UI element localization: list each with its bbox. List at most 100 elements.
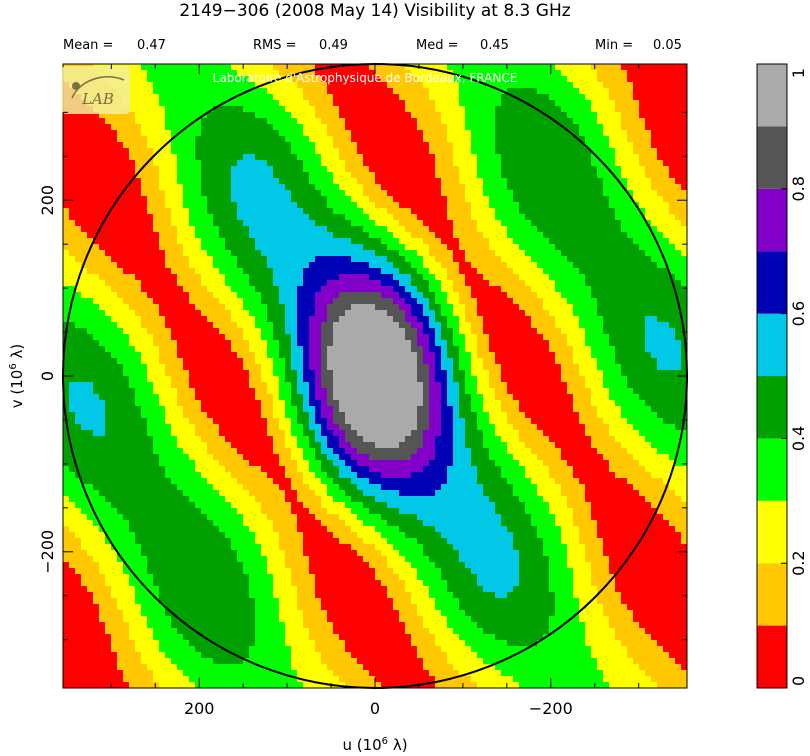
heat-cell (69, 490, 76, 497)
heat-cell (339, 364, 346, 371)
heat-cell (339, 466, 346, 473)
heat-cell (99, 166, 106, 173)
heat-cell (315, 118, 322, 125)
heat-cell (315, 142, 322, 149)
heat-cell (237, 676, 244, 683)
heat-cell (93, 592, 100, 599)
heat-cell (177, 454, 184, 461)
heat-cell (213, 610, 220, 617)
heat-cell (141, 580, 148, 587)
heat-cell (225, 664, 232, 671)
heat-cell (201, 598, 208, 605)
heat-cell (123, 178, 130, 185)
heat-cell (63, 268, 70, 275)
heat-cell (213, 196, 220, 203)
heat-cell (111, 412, 118, 419)
heat-cell (165, 250, 172, 257)
heat-cell (345, 202, 352, 209)
heat-cell (189, 376, 196, 383)
heat-cell (135, 484, 142, 491)
heat-cell (123, 232, 130, 239)
heat-cell (207, 424, 214, 431)
heat-cell (147, 316, 154, 323)
heat-cell (315, 424, 322, 431)
heat-cell (159, 532, 166, 539)
heat-cell (129, 370, 136, 377)
heat-cell (75, 280, 82, 287)
heat-cell (225, 190, 232, 197)
heat-cell (333, 262, 340, 269)
heat-cell (261, 274, 268, 281)
heat-cell (327, 580, 334, 587)
heat-cell (285, 370, 292, 377)
heat-cell (111, 238, 118, 245)
heat-cell (249, 454, 256, 461)
heat-cell (69, 232, 76, 239)
heat-cell (321, 466, 328, 473)
heat-cell (75, 556, 82, 563)
heat-cell (321, 550, 328, 557)
heat-cell (261, 160, 268, 167)
heat-cell (75, 130, 82, 137)
heat-cell (69, 226, 76, 233)
heat-cell (213, 640, 220, 647)
heat-cell (333, 130, 340, 137)
heat-cell (219, 442, 226, 449)
heat-cell (219, 556, 226, 563)
heat-cell (243, 106, 250, 113)
heat-cell (171, 634, 178, 641)
heat-cell (225, 340, 232, 347)
heat-cell (87, 346, 94, 353)
heat-cell (99, 310, 106, 317)
heat-cell (153, 250, 160, 257)
heat-cell (171, 676, 178, 683)
heat-cell (63, 340, 70, 347)
heat-cell (249, 76, 256, 83)
heat-cell (231, 154, 238, 161)
heat-cell (339, 238, 346, 245)
heat-cell (267, 322, 274, 329)
heat-cell (231, 280, 238, 287)
heat-cell (327, 478, 334, 485)
heat-cell (69, 274, 76, 281)
heat-cell (345, 550, 352, 557)
heat-cell (81, 358, 88, 365)
heat-cell (165, 256, 172, 263)
heat-cell (243, 130, 250, 137)
heat-cell (261, 460, 268, 467)
heat-cell (183, 310, 190, 317)
heat-cell (117, 316, 124, 323)
heat-cell (165, 244, 172, 251)
heat-cell (225, 586, 232, 593)
heat-cell (297, 550, 304, 557)
heat-cell (165, 238, 172, 245)
heat-cell (171, 556, 178, 563)
heat-cell (309, 178, 316, 185)
heat-cell (279, 652, 286, 659)
heat-cell (63, 604, 70, 611)
heat-cell (159, 424, 166, 431)
heat-cell (237, 646, 244, 653)
heat-cell (129, 202, 136, 209)
heat-cell (315, 676, 322, 683)
heat-cell (225, 430, 232, 437)
heat-cell (63, 598, 70, 605)
heat-cell (153, 82, 160, 89)
heat-cell (321, 214, 328, 221)
heat-cell (321, 94, 328, 101)
heat-cell (171, 394, 178, 401)
heat-cell (267, 202, 274, 209)
heat-cell (213, 220, 220, 227)
heat-cell (249, 88, 256, 95)
heat-cell (147, 112, 154, 119)
heat-cell (309, 400, 316, 407)
heat-cell (279, 568, 286, 575)
heat-cell (231, 640, 238, 647)
heat-cell (309, 496, 316, 503)
heat-cell (141, 622, 148, 629)
heat-cell (321, 274, 328, 281)
heat-cell (165, 508, 172, 515)
heat-cell (159, 298, 166, 305)
heat-cell (285, 172, 292, 179)
heat-cell (333, 418, 340, 425)
